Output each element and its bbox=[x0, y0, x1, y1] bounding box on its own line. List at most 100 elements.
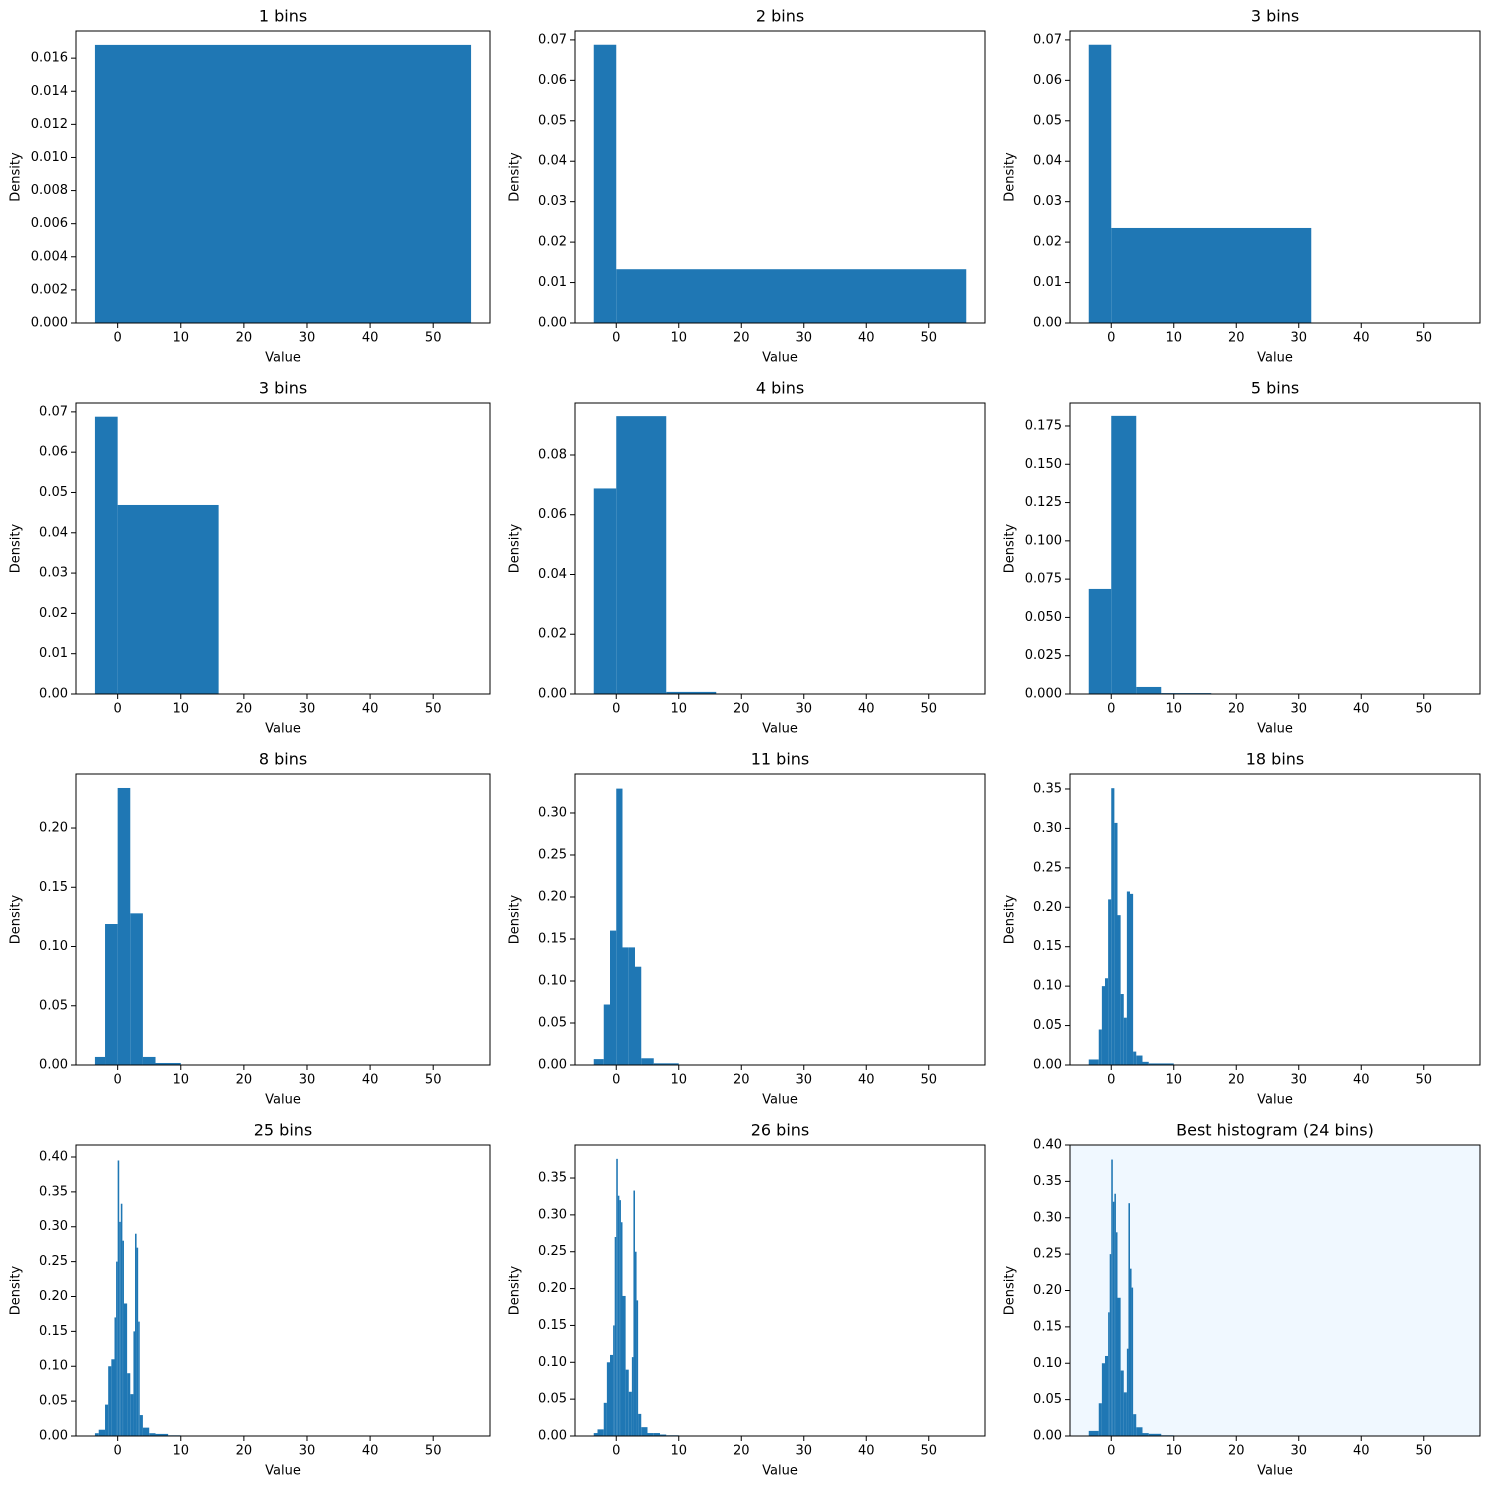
x-tick-label: 40 bbox=[858, 331, 875, 346]
x-axis-label: Value bbox=[1257, 1093, 1293, 1108]
histogram-bar bbox=[1108, 899, 1112, 1065]
y-tick-label: 0.100 bbox=[1025, 533, 1062, 548]
plot-background bbox=[1070, 403, 1480, 694]
y-tick-label: 0.03 bbox=[1033, 194, 1062, 209]
x-tick-label: 50 bbox=[425, 702, 442, 717]
y-tick-label: 0.10 bbox=[538, 973, 567, 988]
y-tick-label: 0.05 bbox=[1033, 1018, 1062, 1033]
x-tick-label: 10 bbox=[1165, 702, 1182, 717]
y-tick-label: 0.05 bbox=[538, 1015, 567, 1030]
x-tick-label: 30 bbox=[299, 702, 316, 717]
y-tick-label: 0.00 bbox=[1033, 316, 1062, 331]
histogram-bar bbox=[641, 1427, 648, 1436]
histogram-bar bbox=[631, 1357, 634, 1436]
x-tick-label: 30 bbox=[1290, 1073, 1307, 1088]
x-tick-label: 40 bbox=[858, 1444, 875, 1459]
histogram-bar bbox=[1142, 1061, 1149, 1065]
plot-frame bbox=[574, 1144, 986, 1437]
histogram-bar bbox=[638, 1413, 642, 1436]
plot-frame bbox=[75, 30, 491, 324]
histogram-bar bbox=[105, 924, 118, 1065]
histogram-bar bbox=[120, 1203, 123, 1436]
histogram-bar bbox=[616, 1158, 618, 1436]
histogram-bar bbox=[628, 947, 635, 1065]
x-tick-label: 20 bbox=[1228, 1444, 1245, 1459]
x-axis-label: Value bbox=[762, 722, 798, 737]
x-tick-label: 10 bbox=[1165, 1444, 1182, 1459]
y-tick-label: 0.06 bbox=[538, 507, 567, 522]
histogram-bar bbox=[1098, 1403, 1102, 1436]
histogram-bar bbox=[1128, 1203, 1130, 1436]
y-axis-label: Density bbox=[1003, 1265, 1018, 1315]
y-axis-label: Density bbox=[9, 894, 24, 944]
x-tick-label: 30 bbox=[299, 1073, 316, 1088]
y-tick-label: 0.10 bbox=[1033, 979, 1062, 994]
y-tick-label: 0.10 bbox=[538, 1355, 567, 1370]
y-tick-label: 0.07 bbox=[39, 404, 68, 419]
x-tick-label: 30 bbox=[299, 331, 316, 346]
y-tick-label: 0.125 bbox=[1025, 495, 1062, 510]
histogram-bar bbox=[616, 416, 667, 694]
y-tick-label: 0.00 bbox=[1033, 1429, 1062, 1444]
y-tick-label: 0.03 bbox=[538, 194, 567, 209]
histogram-bar bbox=[1136, 1427, 1143, 1436]
y-tick-label: 0.00 bbox=[538, 687, 567, 702]
plot-frame bbox=[1069, 30, 1481, 324]
x-tick-label: 10 bbox=[172, 1444, 189, 1459]
histogram-bar bbox=[603, 1402, 607, 1436]
histogram-bar bbox=[1133, 1414, 1137, 1436]
histogram-bar bbox=[114, 1317, 117, 1436]
y-axis-label: Density bbox=[508, 523, 523, 573]
y-tick-label: 0.15 bbox=[1033, 939, 1062, 954]
histogram-bar bbox=[1101, 1363, 1105, 1436]
histogram-bar bbox=[117, 787, 131, 1065]
y-tick-label: 0.08 bbox=[538, 447, 567, 462]
x-axis-label: Value bbox=[762, 1464, 798, 1479]
y-tick-label: 0.35 bbox=[1033, 781, 1062, 796]
y-axis-label: Density bbox=[9, 523, 24, 573]
histogram-bar bbox=[116, 1261, 118, 1436]
x-tick-label: 30 bbox=[1290, 1444, 1307, 1459]
y-tick-label: 0.00 bbox=[538, 1429, 567, 1444]
histogram-bar bbox=[1123, 1392, 1127, 1436]
x-tick-label: 0 bbox=[612, 1073, 620, 1088]
x-tick-label: 50 bbox=[425, 331, 442, 346]
chart-title: 11 bins bbox=[751, 750, 810, 769]
histogram-bar bbox=[1088, 1059, 1099, 1065]
y-tick-label: 0.004 bbox=[31, 249, 68, 264]
y-tick-label: 0.07 bbox=[1033, 32, 1062, 47]
y-tick-label: 0.050 bbox=[1025, 610, 1062, 625]
plot-background bbox=[575, 774, 985, 1065]
x-tick-label: 30 bbox=[299, 1444, 316, 1459]
histogram-bar bbox=[1111, 415, 1137, 694]
y-axis-label: Density bbox=[1003, 894, 1018, 944]
x-tick-label: 40 bbox=[858, 702, 875, 717]
x-tick-label: 50 bbox=[1415, 1073, 1432, 1088]
x-tick-label: 0 bbox=[1107, 1073, 1115, 1088]
histogram-bar bbox=[1114, 1193, 1116, 1436]
histogram-bar bbox=[610, 1354, 614, 1436]
histogram-bar bbox=[1126, 891, 1130, 1065]
x-tick-label: 40 bbox=[858, 1073, 875, 1088]
histogram-bar bbox=[1148, 1063, 1174, 1065]
y-tick-label: 0.06 bbox=[1033, 73, 1062, 88]
histogram-bar bbox=[603, 1004, 610, 1065]
histogram-bar bbox=[135, 1233, 137, 1436]
y-tick-label: 0.05 bbox=[39, 485, 68, 500]
x-tick-label: 20 bbox=[1228, 702, 1245, 717]
x-axis-label: Value bbox=[265, 722, 301, 737]
y-tick-label: 0.25 bbox=[1033, 860, 1062, 875]
x-axis-label: Value bbox=[762, 351, 798, 366]
histogram-bar bbox=[622, 947, 629, 1065]
y-tick-label: 0.20 bbox=[538, 889, 567, 904]
y-tick-label: 0.20 bbox=[39, 1289, 68, 1304]
histogram-bar bbox=[139, 1415, 143, 1436]
x-tick-label: 0 bbox=[1107, 702, 1115, 717]
y-tick-label: 0.05 bbox=[1033, 113, 1062, 128]
y-tick-label: 0.002 bbox=[31, 282, 68, 297]
histogram-bar bbox=[1108, 1312, 1110, 1436]
plot-frame bbox=[574, 402, 986, 695]
x-tick-label: 40 bbox=[362, 331, 379, 346]
histogram-bar bbox=[94, 1056, 106, 1065]
